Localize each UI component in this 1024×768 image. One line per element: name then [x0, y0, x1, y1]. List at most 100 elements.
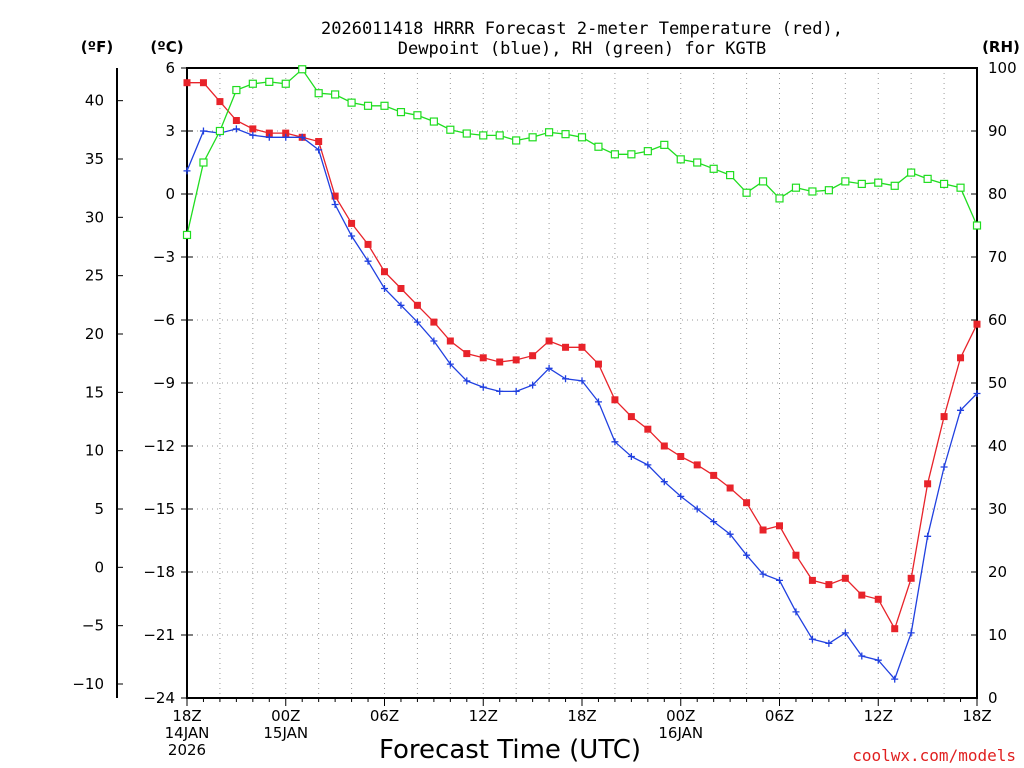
rh-point — [857, 179, 866, 189]
rh-tick-label: 90 — [988, 122, 1007, 140]
dewpoint-point — [858, 652, 866, 660]
rh-tick-label: 40 — [988, 437, 1007, 455]
fahrenheit-tick-label: 5 — [94, 500, 104, 518]
temperature-point — [413, 301, 421, 309]
dewpoint-point — [693, 505, 701, 513]
data-series — [182, 65, 982, 683]
rh-point — [363, 101, 373, 110]
rh-point — [413, 111, 422, 120]
rh-tick-label: 50 — [988, 374, 1007, 392]
rh-point — [528, 133, 537, 142]
temperature-point — [381, 268, 388, 276]
rh-point — [956, 183, 965, 192]
temperature-point — [841, 574, 849, 582]
temperature-point — [940, 413, 948, 421]
rh-point — [544, 128, 554, 137]
fahrenheit-tick-label: 30 — [85, 208, 104, 226]
fahrenheit-tick-label: −5 — [82, 617, 104, 635]
time-tick-label: 06Z — [765, 707, 794, 725]
rh-point — [874, 178, 883, 187]
time-tick-label: 18Z — [962, 707, 991, 725]
temperature-point — [957, 354, 965, 362]
celsius-tick-label: −15 — [143, 500, 175, 518]
dewpoint-point — [973, 390, 981, 397]
fahrenheit-tick-label: −10 — [72, 675, 104, 693]
rh-point — [331, 90, 340, 99]
rh-point — [824, 186, 833, 195]
rh-point — [248, 79, 257, 88]
time-tick-label: 12Z — [469, 707, 498, 725]
temperature-point — [644, 425, 652, 433]
temperature-point — [825, 581, 833, 589]
temperature-point — [792, 551, 800, 559]
dewpoint-point — [529, 381, 537, 389]
dewpoint-point — [348, 232, 356, 240]
rh-point — [495, 131, 504, 140]
temperature-series-line — [187, 82, 978, 631]
temperature-point — [858, 591, 866, 599]
temperature-point — [545, 337, 553, 345]
rh-point — [314, 89, 323, 98]
temperature-point — [726, 484, 734, 492]
celsius-tick-label: −21 — [143, 626, 175, 644]
temperature-point — [529, 352, 537, 360]
celsius-tick-label: −18 — [143, 563, 175, 581]
rh-tick-label: 30 — [988, 500, 1007, 518]
temperature-point — [430, 318, 438, 326]
fahrenheit-axis: 40 35 30 25 20 15 10 5 0 −5 −10 — [72, 92, 123, 693]
chart-title-line1: 2026011418 HRRR Forecast 2-meter Tempera… — [321, 19, 843, 39]
rh-tick-label: 20 — [988, 563, 1007, 581]
temperature-point — [677, 453, 685, 460]
rh-point — [182, 230, 192, 240]
rh-point — [890, 181, 899, 190]
rh-point — [627, 150, 636, 159]
dewpoint-point — [512, 387, 520, 395]
rh-point — [446, 125, 455, 134]
chart-title-line2: Dewpoint (blue), RH (green) for KGTB — [398, 39, 766, 59]
temperature-point — [216, 98, 224, 106]
celsius-tick-label: 6 — [165, 59, 175, 77]
rh-point — [380, 101, 389, 110]
temperature-point — [249, 125, 257, 133]
rh-point — [347, 98, 356, 107]
dewpoint-point — [907, 629, 915, 637]
celsius-tick-label: −12 — [143, 437, 175, 455]
rh-point — [396, 107, 406, 117]
rh-point — [791, 183, 801, 192]
fahrenheit-tick-label: 0 — [94, 558, 104, 576]
dewpoint-point — [743, 551, 751, 559]
time-tick-label: 16JAN — [658, 724, 703, 742]
dewpoint-point — [331, 201, 339, 208]
fahrenheit-tick-label: 25 — [85, 267, 104, 285]
dewpoint-point — [463, 377, 471, 385]
rh-point — [939, 179, 949, 189]
dewpoint-point — [381, 285, 388, 292]
dewpoint-point — [282, 133, 290, 141]
rh-tick-label: 70 — [988, 248, 1007, 266]
temperature-point — [512, 356, 520, 364]
dewpoint-point — [874, 656, 882, 664]
rh-point — [462, 129, 471, 138]
dewpoint-point — [183, 167, 191, 175]
temperature-point — [232, 117, 240, 124]
temperature-point — [496, 358, 504, 366]
dewpoint-point — [792, 608, 800, 616]
time-tick-label: 14JAN — [165, 724, 210, 742]
temperature-point — [446, 337, 454, 345]
rh-point — [199, 158, 208, 167]
celsius-tick-label: 0 — [165, 185, 175, 203]
dewpoint-point — [545, 364, 553, 372]
dewpoint-point — [446, 360, 454, 368]
dewpoint-point — [397, 301, 405, 309]
dewpoint-point — [364, 257, 372, 265]
dewpoint-point — [594, 398, 602, 406]
dewpoint-point — [562, 375, 570, 383]
dewpoint-point — [710, 518, 718, 526]
dewpoint-point — [265, 133, 273, 141]
dewpoint-point — [232, 125, 240, 133]
rh-tick-label: 60 — [988, 311, 1007, 329]
rh-point — [907, 168, 916, 177]
dewpoint-point — [479, 383, 487, 391]
rh-point — [265, 77, 274, 86]
